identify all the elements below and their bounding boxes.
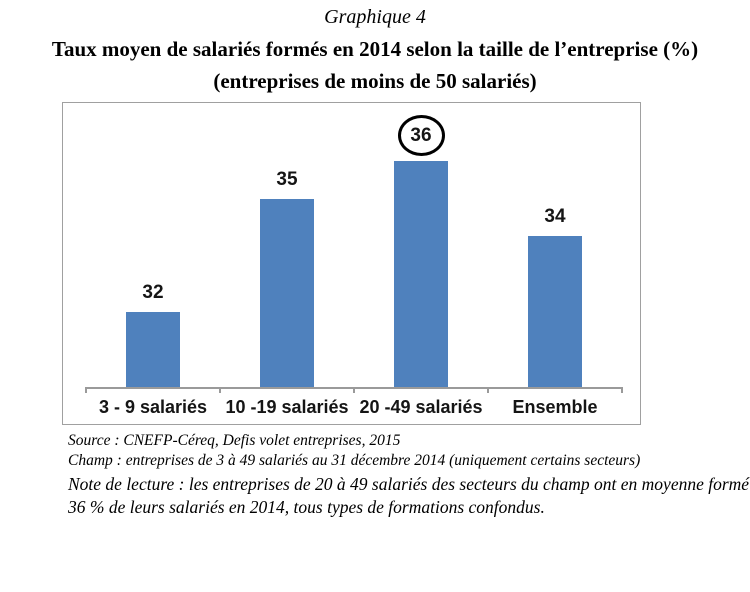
bar xyxy=(126,312,180,387)
chart-title: Taux moyen de salariés formés en 2014 se… xyxy=(51,37,699,61)
notes-block: Source : CNEFP-Céreq, Defis volet entrep… xyxy=(68,431,750,518)
champ-note: Champ : entreprises de 3 à 49 salariés a… xyxy=(68,451,641,469)
bar xyxy=(528,236,582,387)
x-axis-tick xyxy=(219,387,221,393)
x-axis-tick xyxy=(487,387,489,393)
category-label: 20 -49 salariés xyxy=(359,397,483,417)
bar xyxy=(260,199,314,387)
chart-plot-area: 32 3 - 9 salariés 35 10 -19 salariés 36 20 -4… xyxy=(63,103,640,424)
x-axis-tick xyxy=(353,387,355,393)
chart-frame: 32 3 - 9 salariés 35 10 -19 salariés 36 20 -4… xyxy=(62,102,641,425)
category-label: 3 - 9 salariés xyxy=(98,397,208,417)
x-axis-tick xyxy=(621,387,623,393)
x-axis-tick xyxy=(85,387,87,393)
category-label: Ensemble xyxy=(512,397,598,417)
bar xyxy=(394,161,448,387)
reading-note: Note de lecture : les entreprises de 20 … xyxy=(68,474,750,517)
category-label: 10 -19 salariés xyxy=(225,397,349,417)
data-label: 35 xyxy=(276,169,298,190)
figure-number: Graphique 4 xyxy=(324,6,426,28)
data-label-highlighted: 36 xyxy=(397,115,445,156)
source-note: Source : CNEFP-Céreq, Defis volet entrep… xyxy=(68,432,401,449)
chart-subtitle: (entreprises de moins de 50 salariés) xyxy=(213,69,537,93)
data-label: 34 xyxy=(544,206,566,227)
data-label: 32 xyxy=(142,282,164,303)
